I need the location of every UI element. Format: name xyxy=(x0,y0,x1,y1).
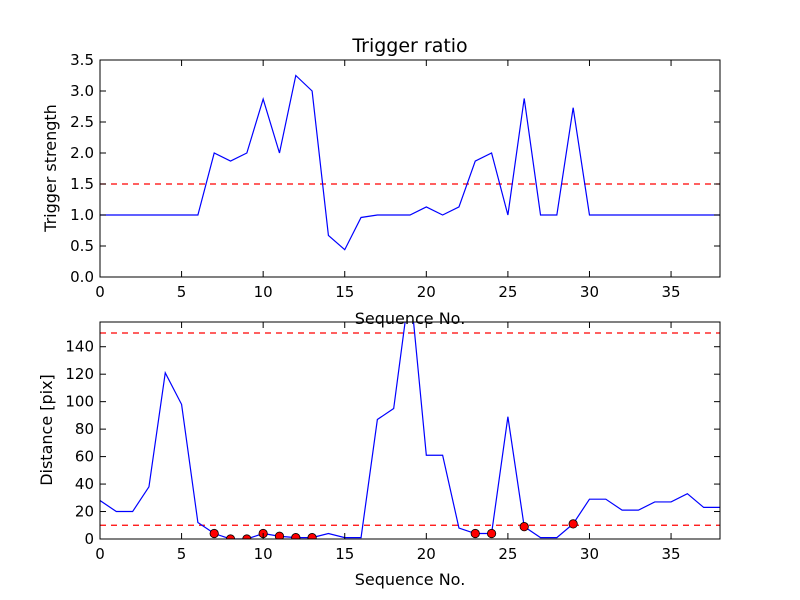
trigger-ratio-x-tick-label: 20 xyxy=(417,283,436,301)
trigger-ratio-x-tick-label: 15 xyxy=(335,283,354,301)
trigger-ratio-x-tick-label: 0 xyxy=(95,283,105,301)
distance-y-tick-label: 0 xyxy=(84,530,94,548)
distance-y-tick-label: 20 xyxy=(75,503,94,521)
trigger-ratio-x-axis-label: Sequence No. xyxy=(355,309,466,328)
distance-y-tick-label: 120 xyxy=(65,365,94,383)
distance-y-tick-label: 60 xyxy=(75,448,94,466)
trigger-ratio-series-line-0 xyxy=(100,74,720,251)
distance-point xyxy=(291,533,301,539)
distance-x-tick-label: 0 xyxy=(95,545,105,563)
distance-point xyxy=(486,528,497,539)
distance-point xyxy=(274,531,285,539)
trigger-ratio-y-tick-label: 0.0 xyxy=(70,268,94,286)
trigger-ratio-axes-frame xyxy=(99,59,721,278)
distance-x-tick-label: 20 xyxy=(417,545,436,563)
distance-axes-frame xyxy=(99,321,721,540)
distance-y-tick-label: 140 xyxy=(65,338,94,356)
trigger-ratio-y-tick-label: 0.5 xyxy=(70,237,94,255)
trigger-ratio-y-tick-label: 2.0 xyxy=(70,144,94,162)
trigger-ratio-y-tick-label: 3.0 xyxy=(70,82,94,100)
trigger-ratio-panel: Trigger ratio 0 5 10 15 20 25 30 35 0.0 0.5 1.0 1.5… xyxy=(41,35,721,328)
distance-plot-area xyxy=(100,322,720,539)
distance-x-tick-label: 25 xyxy=(498,545,517,563)
trigger-ratio-x-tick-label: 25 xyxy=(498,283,517,301)
distance-series-line-0 xyxy=(100,322,720,539)
trigger-ratio-y-tick-label: 1.5 xyxy=(70,175,94,193)
chart-title: Trigger ratio xyxy=(351,35,467,57)
distance-y-tick-label: 80 xyxy=(75,420,94,438)
trigger-ratio-y-tick-label: 1.0 xyxy=(70,206,94,224)
trigger-ratio-plot-area xyxy=(100,74,720,251)
distance-x-tick-label: 10 xyxy=(254,545,273,563)
distance-point xyxy=(470,528,480,539)
trigger-ratio-y-tick-label: 2.5 xyxy=(70,113,94,131)
distance-point xyxy=(209,528,219,539)
distance-x-tick-label: 35 xyxy=(662,545,681,563)
distance-x-axis-label: Sequence No. xyxy=(355,570,466,589)
distance-point xyxy=(307,533,317,539)
distance-panel: 0 5 10 15 20 25 30 35 0 20 40 60 80 100 120 140 Sequenc… xyxy=(37,321,721,589)
distance-point xyxy=(519,522,529,532)
trigger-ratio-ticks: 0 5 10 15 20 25 30 35 0.0 0.5 1.0 1.5 2.0 2.5 3.0 3.5 xyxy=(70,51,720,301)
distance-point xyxy=(568,519,578,529)
trigger-ratio-y-axis-label: Trigger strength xyxy=(41,104,60,233)
distance-x-tick-label: 15 xyxy=(335,545,354,563)
trigger-ratio-x-tick-label: 5 xyxy=(177,283,187,301)
distance-ticks: 0 5 10 15 20 25 30 35 0 20 40 60 80 100 120 140 xyxy=(65,322,720,563)
trigger-ratio-x-tick-label: 30 xyxy=(580,283,599,301)
distance-x-tick-label: 5 xyxy=(177,545,187,563)
distance-x-tick-label: 30 xyxy=(580,545,599,563)
trigger-ratio-x-tick-label: 35 xyxy=(662,283,681,301)
distance-y-tick-label: 40 xyxy=(75,475,94,493)
trigger-ratio-x-tick-label: 10 xyxy=(254,283,273,301)
distance-y-tick-label: 100 xyxy=(65,393,94,411)
distance-y-axis-label: Distance [pix] xyxy=(37,374,56,486)
trigger-ratio-y-tick-label: 3.5 xyxy=(70,51,94,69)
